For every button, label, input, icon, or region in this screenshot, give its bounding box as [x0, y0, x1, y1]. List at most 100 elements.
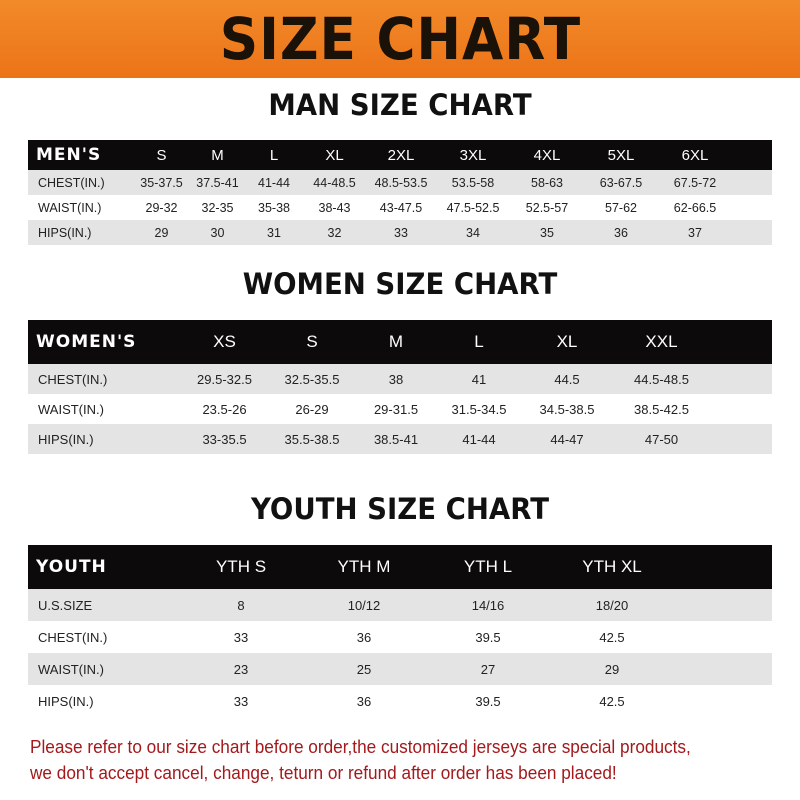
table-cell: 44.5-48.5 — [613, 364, 710, 394]
table-cell: 37 — [658, 220, 732, 245]
table-cell: 41 — [437, 364, 521, 394]
row-label: CHEST(IN.) — [28, 621, 180, 653]
youth-size-table: YOUTH YTH S YTH M YTH L YTH XL U.S.SIZE 8 10/12… — [28, 545, 772, 717]
table-row: WAIST(IN.) 23 25 27 29 — [28, 653, 772, 685]
size-header: S — [269, 320, 355, 364]
size-header: XS — [180, 320, 269, 364]
table-cell: 32.5-35.5 — [269, 364, 355, 394]
table-cell: 33 — [180, 621, 302, 653]
youth-title: YOUTH SIZE CHART — [250, 492, 550, 526]
table-cell: 38-43 — [303, 195, 366, 220]
row-spacer — [674, 685, 772, 717]
youth-header-row: YOUTH YTH S YTH M YTH L YTH XL — [28, 545, 772, 589]
table-cell: 25 — [302, 653, 426, 685]
table-cell: 23.5-26 — [180, 394, 269, 424]
table-row: WAIST(IN.) 29-32 32-35 35-38 38-43 43-47.5 47.… — [28, 195, 772, 220]
table-cell: 33-35.5 — [180, 424, 269, 454]
table-cell: 39.5 — [426, 685, 550, 717]
row-label: HIPS(IN.) — [28, 685, 180, 717]
table-row: WAIST(IN.) 23.5-26 26-29 29-31.5 31.5-34.5 34… — [28, 394, 772, 424]
table-cell: 36 — [584, 220, 658, 245]
row-spacer — [710, 364, 772, 394]
table-cell: 35 — [510, 220, 584, 245]
table-cell: 41-44 — [245, 170, 303, 195]
table-cell: 29 — [550, 653, 674, 685]
table-cell: 42.5 — [550, 685, 674, 717]
row-label: HIPS(IN.) — [28, 424, 180, 454]
order-notice: Please refer to our size chart before or… — [30, 734, 737, 786]
size-header: S — [133, 140, 190, 170]
size-header: M — [355, 320, 437, 364]
size-header: XL — [521, 320, 613, 364]
table-cell: 8 — [180, 589, 302, 621]
table-row: CHEST(IN.) 33 36 39.5 42.5 — [28, 621, 772, 653]
men-header-label: MEN'S — [28, 140, 133, 170]
table-cell: 43-47.5 — [366, 195, 436, 220]
table-cell: 29.5-32.5 — [180, 364, 269, 394]
banner: SIZE CHART — [0, 0, 800, 78]
table-row: U.S.SIZE 8 10/12 14/16 18/20 — [28, 589, 772, 621]
size-header: L — [245, 140, 303, 170]
table-cell: 53.5-58 — [436, 170, 510, 195]
table-cell: 44-47 — [521, 424, 613, 454]
men-header-row: MEN'S S M L XL 2XL 3XL 4XL 5XL 6XL — [28, 140, 772, 170]
table-cell: 44.5 — [521, 364, 613, 394]
size-header: YTH XL — [550, 545, 674, 589]
size-header: 4XL — [510, 140, 584, 170]
men-title: MAN SIZE CHART — [268, 88, 532, 122]
table-cell: 37.5-41 — [190, 170, 245, 195]
table-cell: 33 — [180, 685, 302, 717]
size-header: 6XL — [658, 140, 732, 170]
table-cell: 58-63 — [510, 170, 584, 195]
men-size-table: MEN'S S M L XL 2XL 3XL 4XL 5XL 6XL CHEST(IN.) 35-37… — [28, 140, 772, 245]
notice-line-2: we don't accept cancel, change, teturn o… — [30, 762, 617, 783]
table-cell: 18/20 — [550, 589, 674, 621]
size-header: 2XL — [366, 140, 436, 170]
table-cell: 23 — [180, 653, 302, 685]
row-spacer — [674, 621, 772, 653]
page-title: SIZE CHART — [219, 5, 581, 73]
row-spacer — [710, 424, 772, 454]
notice-line-1: Please refer to our size chart before or… — [30, 736, 691, 757]
size-header: YTH M — [302, 545, 426, 589]
size-header: YTH L — [426, 545, 550, 589]
table-cell: 34 — [436, 220, 510, 245]
row-label: U.S.SIZE — [28, 589, 180, 621]
table-cell: 10/12 — [302, 589, 426, 621]
row-spacer — [710, 394, 772, 424]
table-row: HIPS(IN.) 33 36 39.5 42.5 — [28, 685, 772, 717]
table-cell: 33 — [366, 220, 436, 245]
youth-header-label: YOUTH — [28, 545, 180, 589]
table-cell: 38 — [355, 364, 437, 394]
row-spacer — [732, 195, 772, 220]
table-cell: 14/16 — [426, 589, 550, 621]
row-label: HIPS(IN.) — [28, 220, 133, 245]
header-spacer — [674, 545, 772, 589]
table-cell: 62-66.5 — [658, 195, 732, 220]
table-cell: 35-37.5 — [133, 170, 190, 195]
women-size-table: WOMEN'S XS S M L XL XXL CHEST(IN.) 29.5-32.5 32.5… — [28, 320, 772, 454]
size-header: 3XL — [436, 140, 510, 170]
table-cell: 35-38 — [245, 195, 303, 220]
table-cell: 42.5 — [550, 621, 674, 653]
table-cell: 38.5-42.5 — [613, 394, 710, 424]
row-label: WAIST(IN.) — [28, 394, 180, 424]
women-header-row: WOMEN'S XS S M L XL XXL — [28, 320, 772, 364]
table-cell: 57-62 — [584, 195, 658, 220]
table-cell: 44-48.5 — [303, 170, 366, 195]
table-cell: 29-32 — [133, 195, 190, 220]
table-cell: 34.5-38.5 — [521, 394, 613, 424]
table-cell: 41-44 — [437, 424, 521, 454]
table-cell: 32 — [303, 220, 366, 245]
table-cell: 38.5-41 — [355, 424, 437, 454]
table-cell: 35.5-38.5 — [269, 424, 355, 454]
size-header: L — [437, 320, 521, 364]
row-spacer — [732, 220, 772, 245]
table-row: HIPS(IN.) 29 30 31 32 33 34 35 36 37 — [28, 220, 772, 245]
table-row: HIPS(IN.) 33-35.5 35.5-38.5 38.5-41 41-44 44-… — [28, 424, 772, 454]
row-label: CHEST(IN.) — [28, 364, 180, 394]
row-label: CHEST(IN.) — [28, 170, 133, 195]
row-label: WAIST(IN.) — [28, 195, 133, 220]
row-label: WAIST(IN.) — [28, 653, 180, 685]
table-row: CHEST(IN.) 29.5-32.5 32.5-35.5 38 41 44.5 44.5… — [28, 364, 772, 394]
